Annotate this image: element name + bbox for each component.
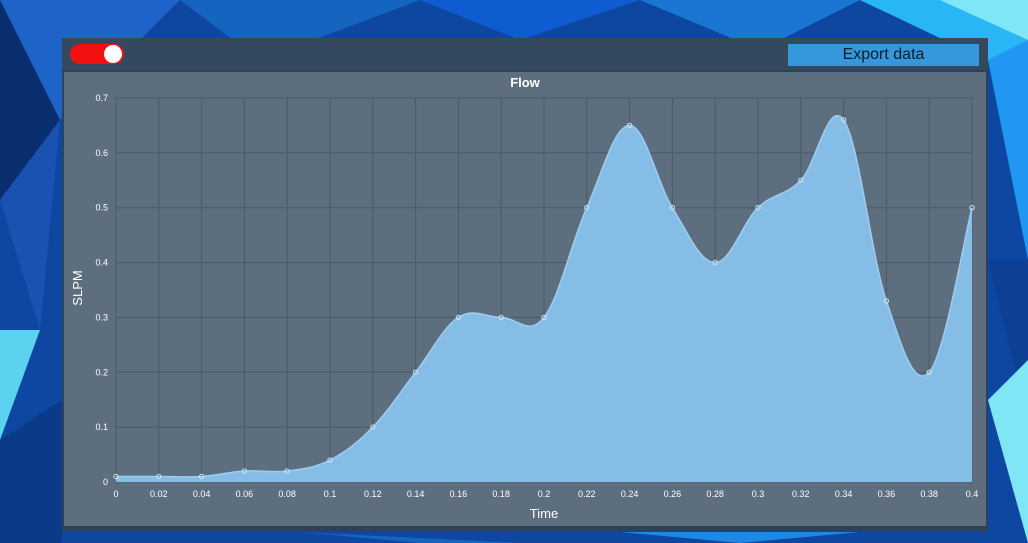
x-tick-label: 0.26 xyxy=(664,489,682,499)
x-tick-label: 0.04 xyxy=(193,489,211,499)
y-tick-label: 0.6 xyxy=(95,148,108,158)
x-tick-label: 0.22 xyxy=(578,489,596,499)
data-point[interactable] xyxy=(798,177,804,183)
data-point[interactable] xyxy=(840,117,847,123)
export-data-button[interactable]: Export data xyxy=(788,44,979,66)
y-tick-label: 0.2 xyxy=(95,367,108,377)
data-point[interactable] xyxy=(455,314,462,321)
x-tick-label: 0.08 xyxy=(278,489,296,499)
x-tick-label: 0.14 xyxy=(407,489,425,499)
x-tick-label: 0.4 xyxy=(966,489,979,499)
flow-area xyxy=(116,115,972,483)
x-tick-label: 0.12 xyxy=(364,489,382,499)
y-tick-label: 0.4 xyxy=(95,258,108,268)
x-tick-label: 0.3 xyxy=(752,489,765,499)
data-point[interactable] xyxy=(755,205,761,211)
x-tick-label: 0.36 xyxy=(878,489,896,499)
toolbar: Export data xyxy=(62,38,988,70)
chart-title: Flow xyxy=(510,75,540,90)
x-tick-label: 0.38 xyxy=(920,489,938,499)
chart-toggle-switch[interactable] xyxy=(70,44,124,64)
y-tick-label: 0.7 xyxy=(95,93,108,103)
data-point[interactable] xyxy=(926,369,932,375)
data-point[interactable] xyxy=(669,205,676,211)
x-tick-label: 0.2 xyxy=(538,489,551,499)
y-tick-label: 0 xyxy=(103,477,108,487)
y-axis-label: SLPM xyxy=(70,270,85,305)
toggle-knob xyxy=(104,45,122,63)
plot-area: Flow 0 0.02 0.04 0.06 0.08 0.1 0.12 0.14 0.16 0.1… xyxy=(64,72,986,526)
flow-chart: Flow 0 0.02 0.04 0.06 0.08 0.1 0.12 0.14 0.16 0.1… xyxy=(70,75,978,521)
data-point[interactable] xyxy=(541,314,547,321)
data-point[interactable] xyxy=(370,424,376,430)
area-layer xyxy=(116,115,973,483)
chart-panel: Export data Flow 0 0.02 0.04 0.06 0.08 0.1 0.1… xyxy=(62,38,988,532)
x-tick-label: 0.32 xyxy=(792,489,810,499)
data-point[interactable] xyxy=(412,369,419,375)
flow-line xyxy=(116,115,973,478)
x-tick-label: 0.28 xyxy=(706,489,724,499)
data-point[interactable] xyxy=(284,468,290,474)
x-tick-label: 0.16 xyxy=(450,489,468,499)
x-tick-label: 0.02 xyxy=(150,489,168,499)
x-tick-label: 0.18 xyxy=(492,489,510,499)
data-point[interactable] xyxy=(198,473,205,480)
y-tick-labels: 0 0.1 0.2 0.3 0.4 0.5 0.6 0.7 xyxy=(95,93,108,487)
data-point[interactable] xyxy=(498,314,504,321)
x-tick-label: 0.1 xyxy=(324,489,337,499)
data-point[interactable] xyxy=(241,468,248,474)
data-point[interactable] xyxy=(969,205,975,211)
x-tick-label: 0.06 xyxy=(236,489,254,499)
data-point[interactable] xyxy=(327,457,333,463)
data-point[interactable] xyxy=(113,473,119,480)
data-point[interactable] xyxy=(712,259,718,266)
data-point[interactable] xyxy=(626,122,633,129)
x-tick-label: 0 xyxy=(113,489,118,499)
data-point[interactable] xyxy=(883,298,890,304)
x-tick-label: 0.34 xyxy=(835,489,853,499)
data-points xyxy=(113,117,975,480)
x-tick-label: 0.24 xyxy=(621,489,639,499)
y-tick-label: 0.3 xyxy=(95,312,108,322)
data-point[interactable] xyxy=(156,473,162,480)
x-tick-labels: 0 0.02 0.04 0.06 0.08 0.1 0.12 0.14 0.16 0.18 0.2 0… xyxy=(113,489,978,499)
y-tick-label: 0.5 xyxy=(95,203,108,213)
x-axis-label: Time xyxy=(530,506,558,521)
data-point[interactable] xyxy=(584,205,590,211)
y-tick-label: 0.1 xyxy=(95,422,108,432)
